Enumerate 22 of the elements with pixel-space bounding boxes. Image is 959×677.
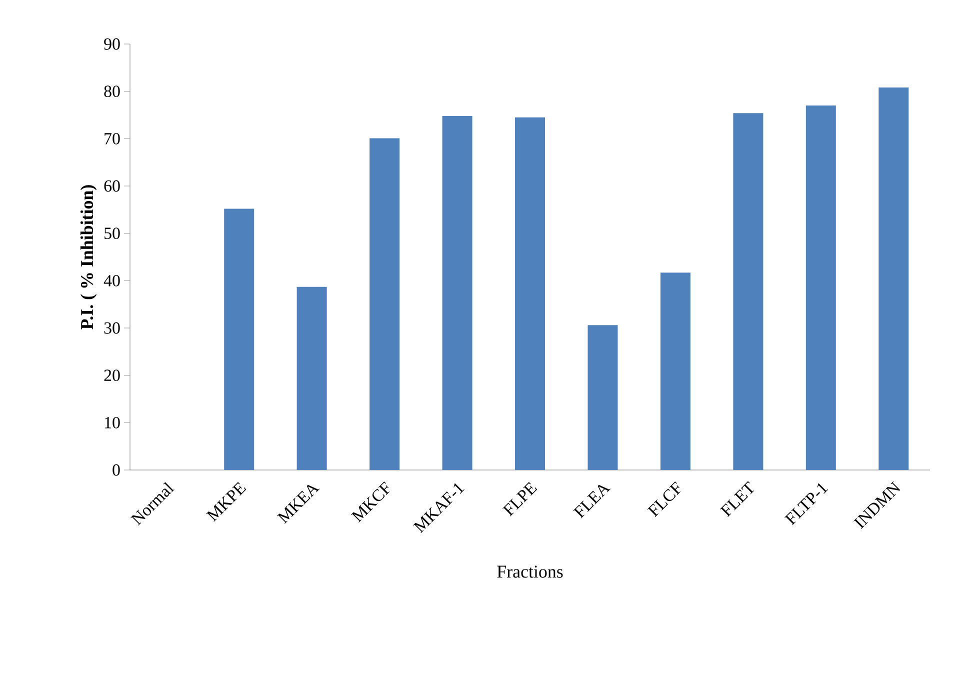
y-tick-label: 60 xyxy=(104,180,120,192)
bar xyxy=(806,106,836,470)
bar xyxy=(660,272,690,470)
y-tick-label: 10 xyxy=(105,416,120,428)
bar xyxy=(588,325,618,470)
y-tick-label: 90 xyxy=(104,38,120,50)
y-tick-label: 70 xyxy=(104,132,120,144)
bar xyxy=(515,117,546,470)
y-tick-label: 80 xyxy=(104,86,120,98)
bar xyxy=(878,88,909,470)
x-axis-title: Fractions xyxy=(497,566,563,578)
y-tick-label: 30 xyxy=(104,322,120,334)
y-axis-title: P.I. ( % Inhibition) xyxy=(80,185,97,330)
bar xyxy=(733,113,764,470)
bar xyxy=(370,138,400,470)
y-tick-label: 40 xyxy=(104,274,120,286)
y-tick-label: 0 xyxy=(112,464,120,476)
y-tick-label: 20 xyxy=(104,370,120,382)
bar xyxy=(224,208,254,470)
bar xyxy=(296,286,327,470)
bar xyxy=(442,116,472,470)
y-tick-label: 50 xyxy=(104,228,120,240)
